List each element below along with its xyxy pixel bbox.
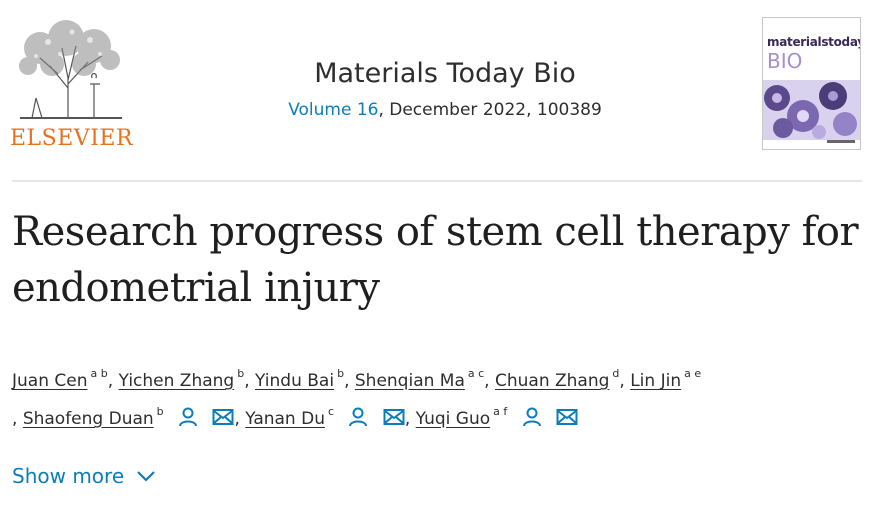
author-name-link[interactable]: Juan Cen bbox=[12, 371, 88, 391]
author-affiliation[interactable]: a c bbox=[467, 367, 485, 381]
author-affiliation[interactable]: a b bbox=[90, 367, 108, 381]
author-name-link[interactable]: Yuqi Guo bbox=[415, 409, 491, 429]
journal-cover-image[interactable]: materialstoday BIO bbox=[762, 17, 861, 150]
author-shenqian-ma: Shenqian Ma a c, bbox=[354, 367, 490, 391]
elsevier-logo[interactable]: ELSEVIER bbox=[10, 18, 134, 152]
issue-details: , December 2022, 100389 bbox=[378, 100, 602, 120]
author-affiliation[interactable]: b bbox=[237, 367, 245, 381]
journal-title[interactable]: Materials Today Bio bbox=[314, 58, 576, 89]
show-more-label: Show more bbox=[12, 464, 125, 488]
author-yindu-bai: Yindu Bai b, bbox=[255, 367, 350, 391]
author-lin-jin: Lin Jin a e bbox=[630, 368, 701, 391]
cover-title-bio: BIO bbox=[767, 49, 803, 73]
issue-line: Volume 16, December 2022, 100389 bbox=[200, 98, 690, 122]
cover-title-materialstoday: materialstoday bbox=[767, 35, 861, 49]
author-profile-button[interactable] bbox=[177, 406, 199, 428]
author-email-button[interactable] bbox=[383, 408, 405, 426]
author-juan-cen: Juan Cen a b, bbox=[12, 367, 114, 391]
author-name-link[interactable]: Yichen Zhang bbox=[118, 371, 235, 391]
show-more-button[interactable]: Show more bbox=[12, 464, 156, 488]
author-affiliation[interactable]: d bbox=[612, 367, 620, 381]
publisher-name: ELSEVIER bbox=[10, 126, 134, 151]
author-yichen-zhang: Yichen Zhang b, bbox=[118, 367, 250, 391]
cover-artwork-icon bbox=[763, 80, 860, 140]
author-name-link[interactable]: Chuan Zhang bbox=[494, 371, 610, 391]
envelope-icon bbox=[383, 409, 405, 425]
cover-footer bbox=[827, 139, 855, 146]
author-affiliation[interactable]: c bbox=[327, 405, 335, 419]
tree-emblem-icon bbox=[19, 20, 122, 119]
author-profile-button[interactable] bbox=[521, 406, 543, 428]
author-affiliation[interactable]: a e bbox=[684, 367, 702, 381]
author-shaofeng-duan: Shaofeng Duan b , bbox=[22, 405, 240, 429]
article-header: ELSEVIER Materials Today Bio Volume 16, … bbox=[0, 0, 890, 180]
author-name-link[interactable]: Shenqian Ma bbox=[354, 371, 465, 391]
author-name-link[interactable]: Yanan Du bbox=[245, 409, 325, 429]
author-yuqi-guo: Yuqi Guo a f bbox=[415, 406, 578, 429]
envelope-icon bbox=[212, 409, 234, 425]
author-chuan-zhang: Chuan Zhang d, bbox=[494, 367, 625, 391]
author-affiliation[interactable]: b bbox=[337, 367, 345, 381]
author-affiliation[interactable]: b bbox=[156, 405, 164, 419]
person-icon bbox=[522, 407, 541, 427]
author-separator: , bbox=[12, 409, 18, 429]
author-yanan-du: Yanan Du c , bbox=[245, 405, 411, 429]
author-list: Juan Cen a b, Yichen Zhang b, Yindu Bai b, … bbox=[12, 362, 878, 438]
author-affiliation[interactable]: a f bbox=[493, 405, 508, 419]
author-email-button[interactable] bbox=[556, 408, 578, 426]
author-name-link[interactable]: Shaofeng Duan bbox=[22, 409, 154, 429]
cover-publisher-mark-icon bbox=[827, 140, 855, 143]
author-name-link[interactable]: Yindu Bai bbox=[255, 371, 335, 391]
author-name-link[interactable]: Lin Jin bbox=[630, 371, 682, 391]
author-profile-button[interactable] bbox=[347, 406, 369, 428]
journal-block: Materials Today Bio Volume 16, December … bbox=[200, 56, 690, 122]
author-email-button[interactable] bbox=[212, 408, 234, 426]
person-icon bbox=[349, 407, 368, 427]
envelope-icon bbox=[556, 409, 578, 425]
chevron-down-icon bbox=[137, 471, 155, 482]
article-title: Research progress of stem cell therapy f… bbox=[12, 209, 859, 311]
header-divider bbox=[12, 180, 862, 182]
person-icon bbox=[179, 407, 198, 427]
volume-link[interactable]: Volume 16 bbox=[288, 100, 379, 120]
